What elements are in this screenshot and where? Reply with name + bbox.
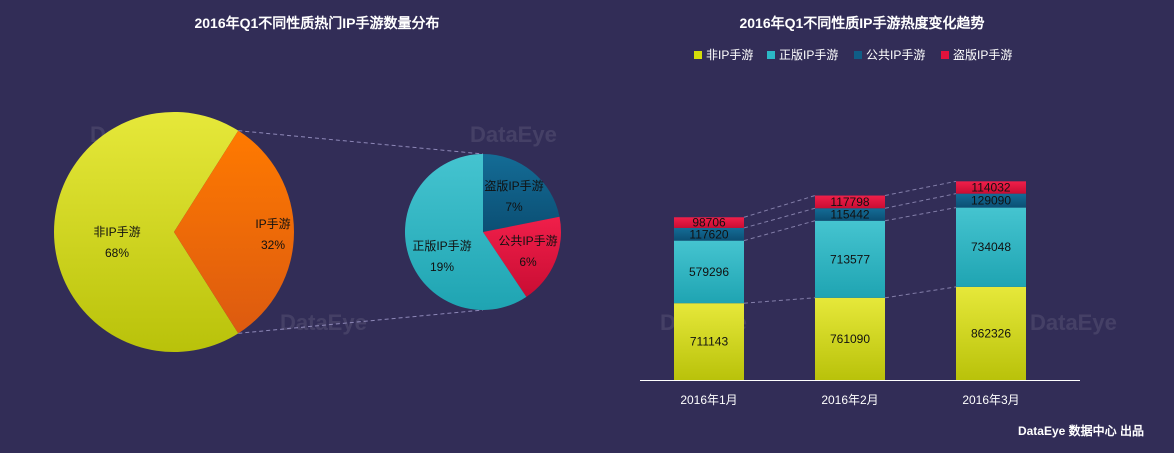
subpie-slice-licensed [404, 154, 527, 310]
legend-label: 非IP手游 [706, 48, 753, 62]
trend-connector-line [743, 297, 816, 304]
pie-label-ip-name: IP手游 [255, 217, 290, 231]
watermark: DataEye [1030, 310, 1117, 335]
pie-connector-line [238, 130, 484, 155]
bar-value-label: 129090 [971, 194, 1011, 208]
pie-label-non-ip-value: 68% [105, 246, 129, 260]
bar-value-label: 711143 [690, 335, 729, 349]
legend-swatch [854, 51, 862, 59]
bar-segment-public [815, 208, 885, 221]
bar-value-label: 117620 [689, 227, 728, 241]
bar-value-label: 734048 [971, 240, 1011, 254]
bar-segment-licensed [815, 220, 885, 298]
bar-segment-licensed [956, 207, 1026, 287]
subpie-label-pirated-name: 盗版IP手游 [484, 178, 543, 193]
watermark: DataEye [470, 122, 557, 147]
subpie-label-licensed-name: 正版IP手游 [412, 239, 471, 253]
trend-connector-line [743, 220, 816, 242]
bar-value-label: 713577 [830, 252, 870, 266]
bar-segment-public [956, 193, 1026, 208]
bar-value-label: 114032 [971, 180, 1010, 194]
subpie-label-licensed-value: 19% [430, 260, 454, 274]
x-tick-label: 2016年3月 [962, 393, 1019, 407]
subpie-slice-public [483, 216, 561, 297]
watermarks: DataEye DataEye DataEye DataEye DataEye [90, 122, 1117, 335]
bar-chart-title: 2016年Q1不同性质IP手游热度变化趋势 [739, 15, 984, 31]
pie-chart-title: 2016年Q1不同性质热门IP手游数量分布 [194, 15, 439, 31]
subpie-label-public-value: 6% [519, 255, 537, 269]
trend-connector-line [884, 193, 957, 209]
bar-chart: 非IP手游 正版IP手游 公共IP手游 盗版IP手游 711143 579296 11762… [640, 47, 1080, 407]
subpie-label-public-name: 公共IP手游 [498, 234, 557, 248]
bar-segment-public [674, 227, 744, 241]
trend-connector-line [884, 180, 957, 197]
legend-label: 正版IP手游 [779, 48, 838, 62]
pie-chart: 非IP手游 68% IP手游 32% 盗版IP手游 7% 公共IP手游 6% 正版IP手游 19% [54, 111, 561, 352]
pie-label-non-ip-name: 非IP手游 [93, 225, 140, 239]
bar-value-label: 579296 [689, 265, 729, 279]
legend-swatch [767, 51, 775, 59]
watermark: DataEye [280, 310, 367, 335]
bar-value-label: 98706 [692, 216, 726, 230]
footer-credit: DataEye 数据中心 出品 [1017, 424, 1144, 438]
trend-connector-line [743, 195, 816, 218]
bar-segment-pirated [674, 217, 744, 228]
bar-segment-pirated [815, 195, 885, 209]
legend-label: 公共IP手游 [866, 48, 925, 62]
legend-label: 盗版IP手游 [953, 47, 1012, 62]
x-tick-label: 2016年1月 [680, 393, 737, 407]
pie-slice-ip [174, 130, 295, 334]
legend-swatch [941, 51, 949, 59]
pie-label-ip-value: 32% [261, 238, 285, 252]
bar-value-label: 761090 [830, 332, 870, 346]
legend-swatch [694, 51, 702, 59]
x-tick-label: 2016年2月 [821, 393, 878, 407]
bar-segment-non-ip [956, 286, 1026, 380]
bar-value-label: 115442 [830, 208, 869, 222]
bar-value-label: 862326 [971, 326, 1011, 340]
trend-connector-line [884, 286, 957, 299]
pie-slice-non-ip [54, 111, 239, 352]
bar-segment-licensed [674, 240, 744, 304]
pie-connector-line [238, 309, 484, 334]
bar-segment-non-ip [674, 303, 744, 380]
bar-value-label: 117798 [830, 195, 869, 209]
trend-connector-line [743, 207, 816, 229]
trend-connector-line [884, 207, 957, 222]
subpie-label-pirated-value: 7% [505, 200, 523, 214]
bar-segment-non-ip [815, 297, 885, 380]
subpie-slice-pirated [483, 154, 560, 232]
bar-segment-pirated [956, 181, 1026, 194]
